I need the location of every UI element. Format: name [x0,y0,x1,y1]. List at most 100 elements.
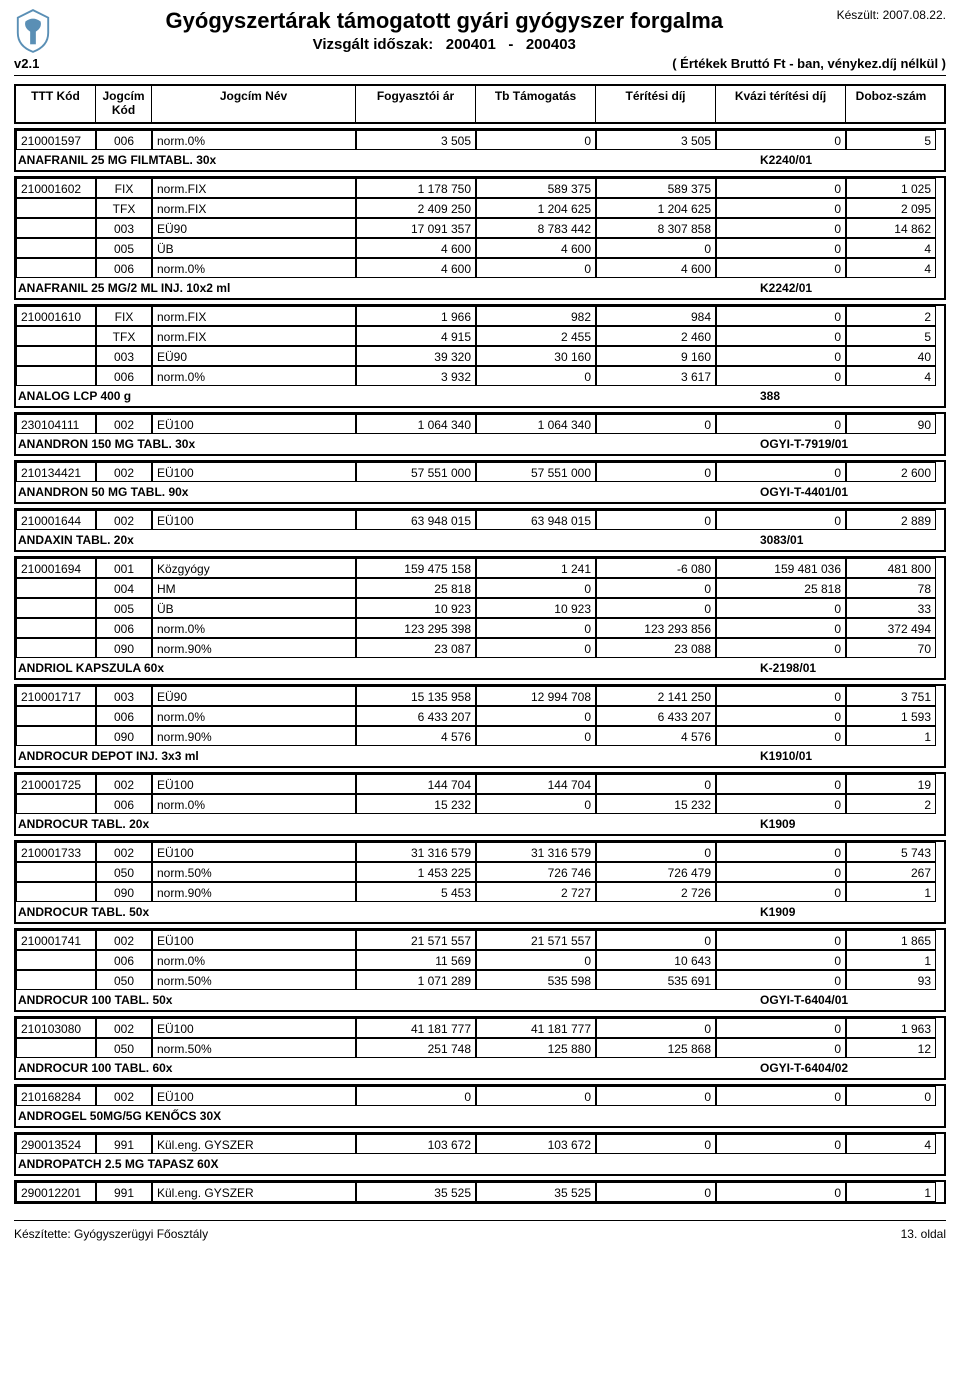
cell-jnev: EÜ100 [152,774,356,794]
table-row: TFXnorm.FIX4 9152 4552 46005 [16,326,944,346]
cell-ttt [16,618,96,638]
cell-dob: 1 025 [846,178,936,198]
table-row: 006norm.0%3 93203 61704 [16,366,944,386]
cell-tb: 0 [476,130,596,150]
table-row: 210103080002EÜ10041 181 77741 181 777001… [16,1018,944,1038]
cell-jnev: norm.50% [152,862,356,882]
table-row: 210001644002EÜ10063 948 01563 948 015002… [16,510,944,530]
cell-jkod: TFX [96,198,152,218]
cell-kvazi: 0 [716,510,846,530]
main-title: Gyógyszertárak támogatott gyári gyógysze… [60,8,829,34]
cell-kvazi: 0 [716,1134,846,1154]
cell-kvazi: 159 481 036 [716,558,846,578]
product-name: ANANDRON 150 MG TABL. 30x [16,437,730,451]
product-row: ANDAXIN TABL. 20x3083/01 [16,530,944,550]
cell-dob: 19 [846,774,936,794]
cell-ter: 0 [596,930,716,950]
cell-ter: 0 [596,414,716,434]
cell-ttt [16,578,96,598]
cell-kvazi: 0 [716,862,846,882]
cell-ter: 589 375 [596,178,716,198]
period-label: Vizsgált időszak: [313,36,434,53]
cell-dob: 2 600 [846,462,936,482]
cell-ttt: 210103080 [16,1018,96,1038]
cell-tb: 57 551 000 [476,462,596,482]
cell-jkod: 002 [96,1086,152,1106]
cell-jkod: 006 [96,258,152,278]
table-row: 090norm.90%4 57604 57601 [16,726,944,746]
product-row: ANANDRON 150 MG TABL. 30xOGYI-T-7919/01 [16,434,944,454]
cell-jnev: norm.0% [152,258,356,278]
col-ttt: TTT Kód [16,86,96,122]
cell-tb: 0 [476,794,596,814]
report-body: 210001597006norm.0%3 50503 50505ANAFRANI… [14,128,946,1204]
cell-jnev: HM [152,578,356,598]
data-group: 290012201991Kül.eng. GYSZER35 52535 5250… [14,1180,946,1204]
cell-kvazi: 0 [716,726,846,746]
cell-fogy: 23 087 [356,638,476,658]
cell-kvazi: 0 [716,130,846,150]
cell-fogy: 1 453 225 [356,862,476,882]
cell-fogy: 4 915 [356,326,476,346]
cell-jkod: 991 [96,1134,152,1154]
cell-jnev: Közgyógy [152,558,356,578]
cell-fogy: 5 453 [356,882,476,902]
cell-tb: 144 704 [476,774,596,794]
data-group: 210001644002EÜ10063 948 01563 948 015002… [14,508,946,552]
cell-tb: 2 455 [476,326,596,346]
cell-jkod: 006 [96,130,152,150]
cell-tb: 12 994 708 [476,686,596,706]
version-label: v2.1 [14,56,74,71]
cell-ttt: 210168284 [16,1086,96,1106]
cell-jnev: norm.0% [152,794,356,814]
cell-jkod: 090 [96,638,152,658]
cell-kvazi: 25 818 [716,578,846,598]
cell-dob: 1 [846,950,936,970]
product-code: K2242/01 [730,281,940,295]
product-row: ANDROCUR TABL. 50xK1909 [16,902,944,922]
cell-fogy: 123 295 398 [356,618,476,638]
product-code: K-2198/01 [730,661,940,675]
data-group: 210001597006norm.0%3 50503 50505ANAFRANI… [14,128,946,172]
cell-jnev: ÜB [152,598,356,618]
cell-tb: 103 672 [476,1134,596,1154]
col-kvazi: Kvázi térítési díj [716,86,846,122]
cell-tb: 0 [476,950,596,970]
cell-ter: 10 643 [596,950,716,970]
cell-fogy: 10 923 [356,598,476,618]
period-from: 200401 [446,36,496,53]
product-code [730,1109,940,1123]
cell-jkod: 001 [96,558,152,578]
cell-kvazi: 0 [716,218,846,238]
table-row: 210001717003EÜ9015 135 95812 994 7082 14… [16,686,944,706]
cell-jkod: 002 [96,1018,152,1038]
data-group: 230104111002EÜ1001 064 3401 064 3400090A… [14,412,946,456]
cell-ter: 2 726 [596,882,716,902]
cell-dob: 1 963 [846,1018,936,1038]
cell-jnev: norm.0% [152,366,356,386]
product-name: ANDROCUR TABL. 20x [16,817,730,831]
table-row: 005ÜB10 92310 9230033 [16,598,944,618]
table-row: 003EÜ9017 091 3578 783 4428 307 858014 8… [16,218,944,238]
cell-kvazi: 0 [716,950,846,970]
cell-tb: 63 948 015 [476,510,596,530]
table-row: 004HM25 8180025 81878 [16,578,944,598]
table-row: 290012201991Kül.eng. GYSZER35 52535 5250… [16,1182,944,1202]
cell-ter: 4 576 [596,726,716,746]
table-row: 210001597006norm.0%3 50503 50505 [16,130,944,150]
cell-ter: -6 080 [596,558,716,578]
cell-jkod: 004 [96,578,152,598]
cell-dob: 481 800 [846,558,936,578]
cell-ttt [16,950,96,970]
product-row: ANDROPATCH 2.5 MG TAPASZ 60X [16,1154,944,1174]
cell-jnev: norm.90% [152,882,356,902]
cell-tb: 31 316 579 [476,842,596,862]
cell-kvazi: 0 [716,414,846,434]
cell-kvazi: 0 [716,1086,846,1106]
cell-jnev: EÜ90 [152,686,356,706]
cell-tb: 41 181 777 [476,1018,596,1038]
cell-jnev: norm.FIX [152,306,356,326]
cell-jkod: TFX [96,326,152,346]
cell-fogy: 31 316 579 [356,842,476,862]
cell-kvazi: 0 [716,598,846,618]
